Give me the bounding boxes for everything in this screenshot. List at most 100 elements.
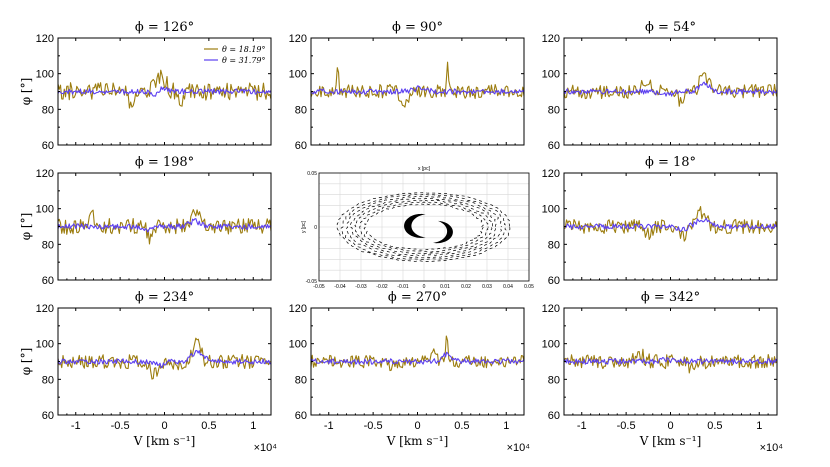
y-tick-label: 80 xyxy=(295,374,307,386)
y-tick-label: 80 xyxy=(548,239,560,251)
panel-title: ϕ = 342° xyxy=(641,290,700,305)
x-tick-label: 1 xyxy=(250,420,256,432)
x-tick-label: -1 xyxy=(324,420,334,432)
x-exponent: ×10⁴ xyxy=(254,442,278,454)
panel-4: ϕ = 198° 60 80 100 120 φ [°] xyxy=(19,155,272,287)
cloud-ring xyxy=(345,195,502,259)
x-tick-label: -1 xyxy=(71,420,81,432)
inset-x-tick-label: 0.03 xyxy=(482,284,492,290)
x-axis-label: V [km s⁻¹] xyxy=(133,434,196,448)
panel-8: ϕ = 270° 60 80 100 120 -1 -0.5 0 0.5 1 V [km s⁻¹] ×… xyxy=(289,290,531,454)
inset-y-tick-label: 0.05 xyxy=(307,171,317,177)
y-tick-label: 60 xyxy=(295,140,307,152)
x-tick-label: -1 xyxy=(577,420,587,432)
inset-x-tick-label: -0.05 xyxy=(313,284,325,290)
x-tick-label: 0 xyxy=(667,420,673,432)
inset-y-tick-label: 0 xyxy=(314,225,317,231)
y-tick-label: 120 xyxy=(36,33,54,45)
panel-title: ϕ = 234° xyxy=(135,290,194,305)
x-tick-label: 0 xyxy=(414,420,420,432)
y-tick-label: 100 xyxy=(542,69,560,81)
x-tick-label: -0.5 xyxy=(111,420,130,432)
y-tick-label: 80 xyxy=(548,104,560,116)
x-tick-label: -0.5 xyxy=(617,420,636,432)
y-axis-label: φ [°] xyxy=(19,213,33,241)
y-tick-label: 100 xyxy=(542,339,560,351)
y-tick-label: 80 xyxy=(42,239,54,251)
series-theta-18-line xyxy=(57,69,272,109)
y-tick-label: 60 xyxy=(42,275,54,287)
series-theta-31-line xyxy=(563,81,778,97)
series-theta-18-line xyxy=(310,61,525,108)
y-tick-label: 60 xyxy=(548,410,560,422)
series-theta-18-line xyxy=(563,72,778,107)
y-tick-label: 120 xyxy=(289,303,307,315)
y-tick-label: 120 xyxy=(542,168,560,180)
inset-x-tick-label: 0.01 xyxy=(440,284,450,290)
series-theta-18-line xyxy=(57,337,272,380)
panel-9: ϕ = 342° 60 80 100 120 -1 -0.5 0 0.5 1 V [km s⁻¹] ×… xyxy=(542,290,784,454)
y-tick-label: 100 xyxy=(36,204,54,216)
inner-arc-right xyxy=(432,220,453,244)
y-tick-label: 100 xyxy=(36,69,54,81)
y-tick-label: 100 xyxy=(36,339,54,351)
series-theta-31-line xyxy=(57,218,272,233)
cloud-ring xyxy=(359,201,489,253)
x-exponent: ×10⁴ xyxy=(507,442,531,454)
series-theta-31-line xyxy=(310,351,525,365)
inset-x-tick-label: -0.03 xyxy=(355,284,367,290)
x-tick-label: -0.5 xyxy=(364,420,383,432)
y-tick-label: 80 xyxy=(548,374,560,386)
panel-2: ϕ = 90° 60 80 100 120 xyxy=(289,20,525,152)
panel-title: ϕ = 54° xyxy=(645,20,696,35)
y-axis-label: φ [°] xyxy=(19,348,33,376)
inset-x-tick-label: 0.02 xyxy=(461,284,471,290)
y-tick-label: 60 xyxy=(42,140,54,152)
series-theta-31-line xyxy=(57,86,272,97)
inset-x-tick-label: 0.05 xyxy=(524,284,534,290)
y-axis-label: φ [°] xyxy=(19,78,33,106)
series-theta-31-line xyxy=(563,217,778,232)
inset-orbit-plot: -0.05 -0.04 -0.03 -0.02 -0.01 0 0.01 0.02 0.03 0.… xyxy=(301,166,534,290)
panel-3: ϕ = 54° 60 80 100 120 xyxy=(542,20,778,152)
legend-label-theta-18: θ = 18.19° xyxy=(222,45,266,54)
panel-title: ϕ = 90° xyxy=(392,20,443,35)
panel-6: ϕ = 18° 60 80 100 120 xyxy=(542,155,778,287)
y-tick-label: 100 xyxy=(289,69,307,81)
y-tick-label: 120 xyxy=(36,168,54,180)
legend: θ = 18.19° θ = 31.79° xyxy=(204,45,266,65)
y-tick-label: 120 xyxy=(289,33,307,45)
inset-x-tick-label: -0.04 xyxy=(334,284,346,290)
panel-title: ϕ = 270° xyxy=(388,290,447,305)
x-tick-label: 0.5 xyxy=(201,420,216,432)
inset-y-tick-label: -0.05 xyxy=(306,279,318,285)
panel-title: ϕ = 126° xyxy=(135,20,194,35)
inner-arc-left xyxy=(404,213,426,238)
panel-7: ϕ = 234° 60 80 100 120 -1 -0.5 0 0.5 1 φ [°] V [km … xyxy=(19,290,277,454)
y-tick-label: 100 xyxy=(289,339,307,351)
y-tick-label: 60 xyxy=(548,140,560,152)
x-tick-label: 0.5 xyxy=(707,420,722,432)
inset-x-tick-label: 0.04 xyxy=(503,284,513,290)
y-tick-label: 120 xyxy=(542,303,560,315)
cloud-ring xyxy=(340,193,508,260)
y-tick-label: 120 xyxy=(36,303,54,315)
y-tick-label: 100 xyxy=(542,204,560,216)
panel-title: ϕ = 198° xyxy=(135,155,194,170)
panel-1: ϕ = 126° 60 80 100 120 φ [°] θ = 18.19° θ = 31.… xyxy=(19,20,272,152)
y-tick-label: 80 xyxy=(295,104,307,116)
x-axis-label: V [km s⁻¹] xyxy=(386,434,449,448)
inset-y-label: y [pc] xyxy=(301,220,307,233)
series-theta-31-line xyxy=(310,85,525,95)
x-tick-label: 0.5 xyxy=(454,420,469,432)
x-tick-label: 0 xyxy=(161,420,167,432)
series-theta-31-line xyxy=(563,356,778,365)
series-theta-31-line xyxy=(57,349,272,369)
x-axis-label: V [km s⁻¹] xyxy=(639,434,702,448)
inset-x-tick-label: 0 xyxy=(423,284,426,290)
y-tick-label: 60 xyxy=(42,410,54,422)
cloud-ring xyxy=(336,192,511,263)
inset-x-tick-label: -0.01 xyxy=(397,284,409,290)
y-tick-label: 120 xyxy=(542,33,560,45)
